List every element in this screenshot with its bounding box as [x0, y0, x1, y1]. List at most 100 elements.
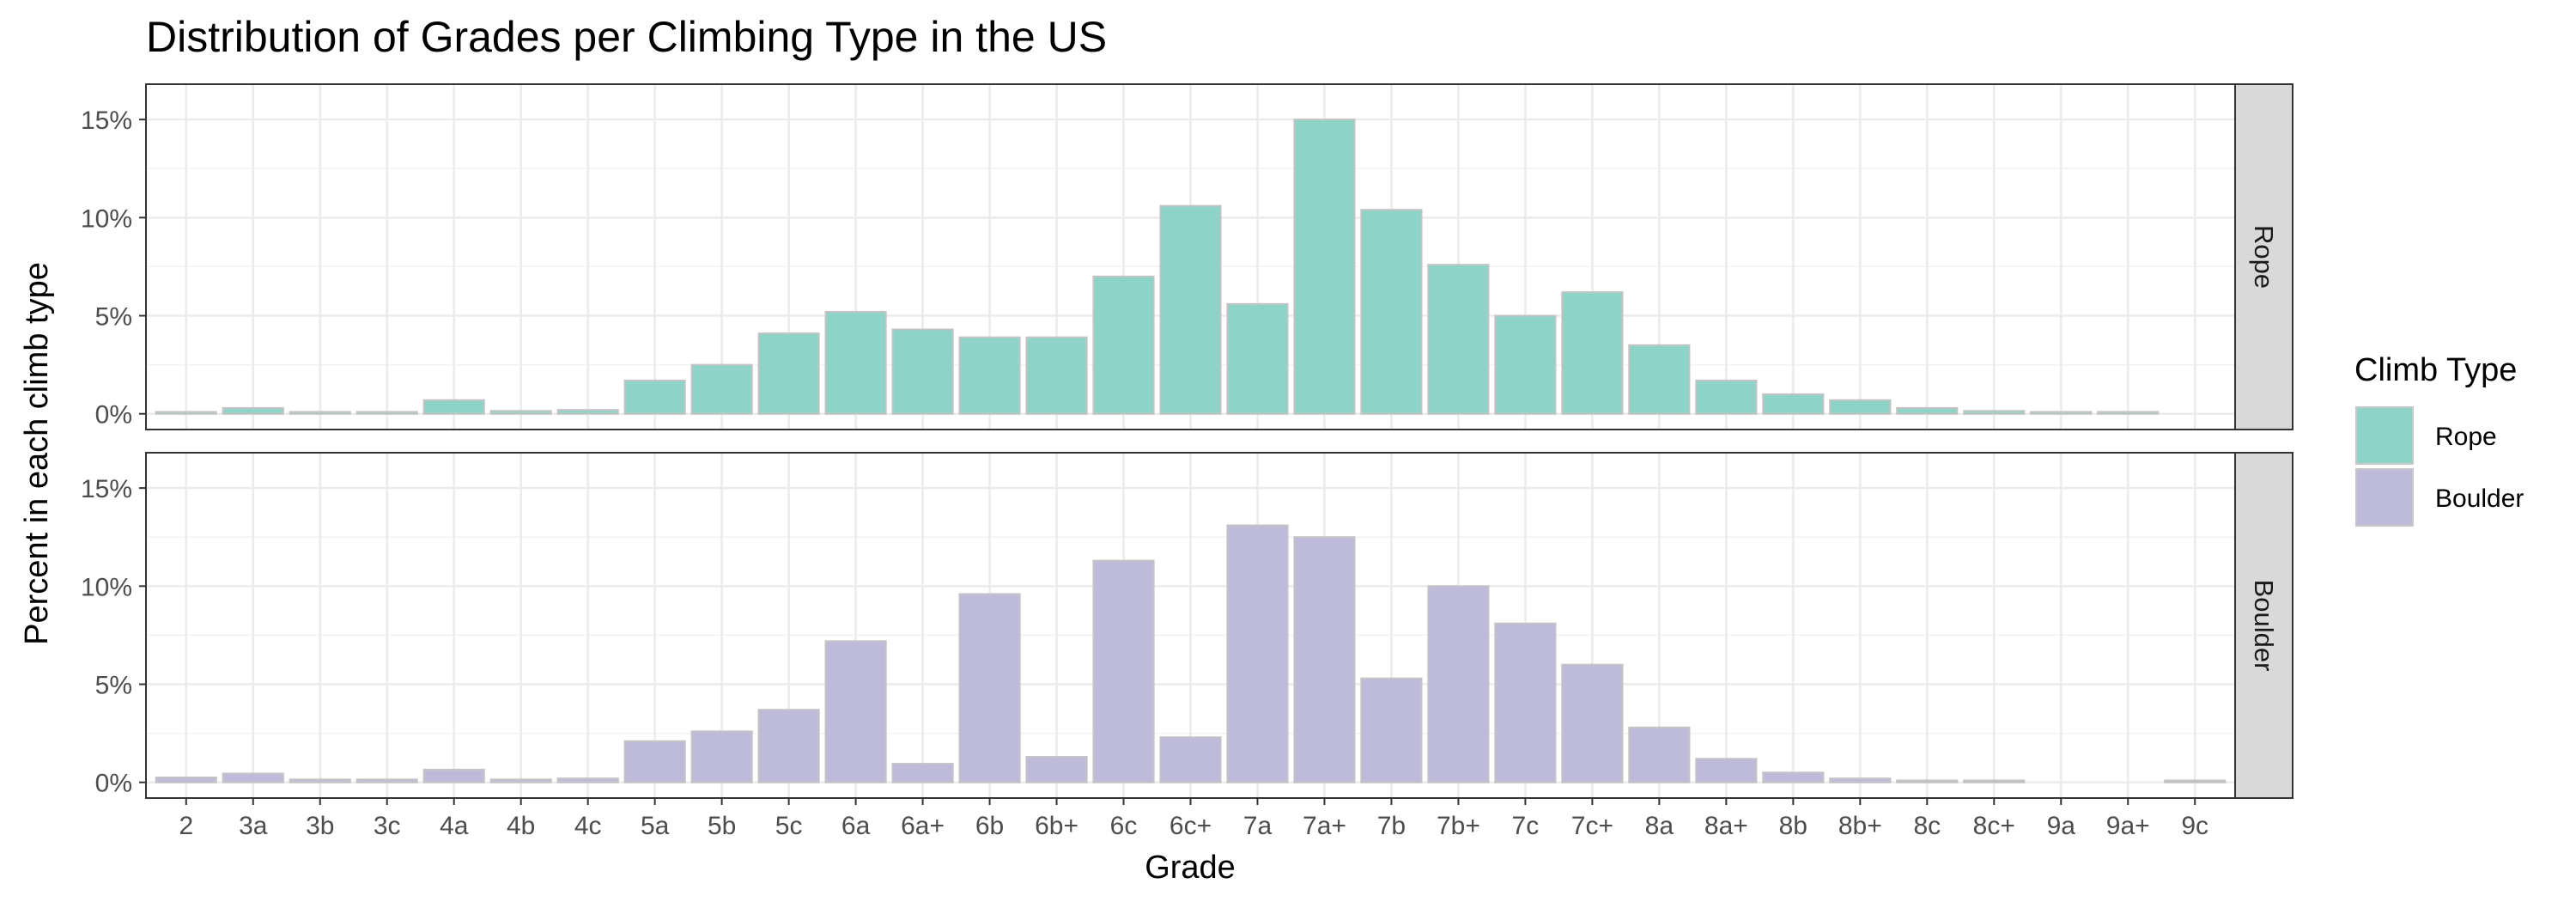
bar-rope-6a [824, 310, 887, 415]
x-tick-label-4a: 4a [440, 812, 469, 840]
bar-boulder-9c [2164, 779, 2227, 783]
bar-rope-5a [623, 379, 686, 415]
bar-boulder-7a+ [1293, 536, 1356, 783]
y-tick-label: 15% [81, 107, 132, 135]
bar-boulder-7b [1360, 677, 1423, 783]
bar-rope-4a [422, 399, 485, 415]
bar-rope-7b [1360, 209, 1423, 415]
panel-rope: 0% 5% 10% 15% Rope [81, 83, 2293, 430]
bar-boulder-3c [355, 778, 418, 783]
chart-panels: 0% 5% 10% 15% Rope 0% 5% 10% 15% Boulder [81, 83, 2293, 799]
bar-boulder-6c+ [1159, 736, 1222, 783]
x-axis-ticks: 2 3a 3b 3c 4a 4b 4c 5a 5b 5c 6a 6a+ 6b 6b+ 6c 6c+ 7a 7a+ 7… [179, 798, 2208, 840]
x-tick-label-6b+: 6b+ [1035, 812, 1078, 840]
bar-boulder-6c [1092, 559, 1155, 783]
y-tick-label: 5% [95, 303, 132, 332]
legend-key-rope [2355, 406, 2414, 465]
bar-rope-6b+ [1025, 336, 1088, 415]
x-tick-label-4b: 4b [507, 812, 535, 840]
x-tick-label-9c: 9c [2181, 812, 2208, 840]
legend-title: Climb Type [2354, 352, 2517, 388]
x-tick-label-7b+: 7b+ [1437, 812, 1480, 840]
x-tick-label-7c+: 7c+ [1571, 812, 1613, 840]
bar-boulder-8a+ [1695, 758, 1758, 783]
bar-boulder-6b [958, 593, 1021, 783]
bar-rope-4b [489, 410, 552, 415]
bar-boulder-4b [489, 778, 552, 783]
bar-rope-7a+ [1293, 119, 1356, 415]
bar-rope-5c [757, 332, 820, 415]
x-tick-label-7c: 7c [1512, 812, 1540, 840]
bar-boulder-5a [623, 740, 686, 783]
bar-boulder-8b [1762, 771, 1825, 783]
y-tick-label: 5% [95, 672, 132, 700]
y-tick-label: 0% [95, 401, 132, 430]
bar-boulder-5b [690, 730, 753, 783]
bar-rope-4c [556, 409, 619, 415]
x-tick-label-8c+: 8c+ [1973, 812, 2015, 840]
legend-label-boulder: Boulder [2435, 485, 2524, 513]
bar-rope-6a+ [891, 328, 954, 415]
bar-rope-7b+ [1427, 264, 1490, 415]
x-tick-label-3b: 3b [306, 812, 334, 840]
bar-boulder-7c [1494, 622, 1557, 783]
x-tick-label-6c+: 6c+ [1170, 812, 1212, 840]
bar-boulder-8c [1896, 779, 1959, 783]
x-tick-label-5c: 5c [775, 812, 803, 840]
x-tick-label-5a: 5a [641, 812, 670, 840]
bar-boulder-6b+ [1025, 756, 1088, 783]
bar-rope-3b [289, 411, 351, 415]
bar-boulder-8a [1628, 726, 1691, 783]
bar-rope-2 [155, 411, 217, 415]
bar-boulder-3a [222, 772, 284, 783]
bar-rope-7a [1226, 302, 1289, 415]
bar-boulder-8c+ [1963, 779, 2026, 783]
x-tick-label-8a: 8a [1645, 812, 1674, 840]
bar-boulder-6a+ [891, 763, 954, 783]
bar-boulder-7c+ [1561, 663, 1624, 783]
x-tick-label-8b: 8b [1779, 812, 1807, 840]
x-tick-label-7a+: 7a+ [1303, 812, 1346, 840]
x-tick-label-9a: 9a [2047, 812, 2076, 840]
bar-rope-8a [1628, 344, 1691, 415]
bar-rope-7c [1494, 314, 1557, 415]
facet-strip-boulder [2234, 452, 2293, 799]
x-tick-label-3c: 3c [374, 812, 401, 840]
x-tick-label-5b: 5b [708, 812, 736, 840]
x-tick-label-8c: 8c [1913, 812, 1941, 840]
x-tick-label-8b+: 8b+ [1838, 812, 1882, 840]
y-tick-label: 10% [81, 573, 132, 601]
y-axis-title: Percent in each climb type [19, 262, 55, 645]
bar-rope-3a [222, 406, 284, 415]
bar-rope-6b [958, 336, 1021, 415]
bar-boulder-4a [422, 768, 485, 783]
legend: Climb Type Rope Boulder [2354, 352, 2524, 527]
bar-boulder-4c [556, 777, 619, 783]
x-axis-title: Grade [1145, 850, 1236, 886]
bar-rope-8b+ [1829, 399, 1892, 415]
x-tick-label-6c: 6c [1110, 812, 1138, 840]
legend-key-boulder [2355, 468, 2414, 527]
x-tick-label-6b: 6b [975, 812, 1004, 840]
x-tick-label-4c: 4c [574, 812, 602, 840]
x-tick-label-9a+: 9a+ [2106, 812, 2150, 840]
x-tick-label-8a+: 8a+ [1704, 812, 1748, 840]
bar-boulder-3b [289, 778, 351, 783]
bar-boulder-8b+ [1829, 777, 1892, 783]
facet-strip-label-boulder: Boulder [2249, 580, 2279, 672]
bar-rope-8b [1762, 393, 1825, 415]
legend-label-rope: Rope [2435, 423, 2497, 451]
bar-rope-5b [690, 363, 753, 415]
bar-rope-8a+ [1695, 379, 1758, 415]
bar-rope-9a+ [2097, 411, 2160, 415]
facet-strip-label-rope: Rope [2249, 225, 2279, 289]
y-tick-label: 0% [95, 770, 132, 798]
bar-rope-6c+ [1159, 204, 1222, 415]
x-tick-label-2: 2 [179, 812, 193, 840]
bar-boulder-7b+ [1427, 585, 1490, 783]
y-tick-label: 10% [81, 204, 132, 233]
x-tick-label-7b: 7b [1377, 812, 1406, 840]
bar-rope-6c [1092, 275, 1155, 415]
bar-boulder-7a [1226, 524, 1289, 783]
